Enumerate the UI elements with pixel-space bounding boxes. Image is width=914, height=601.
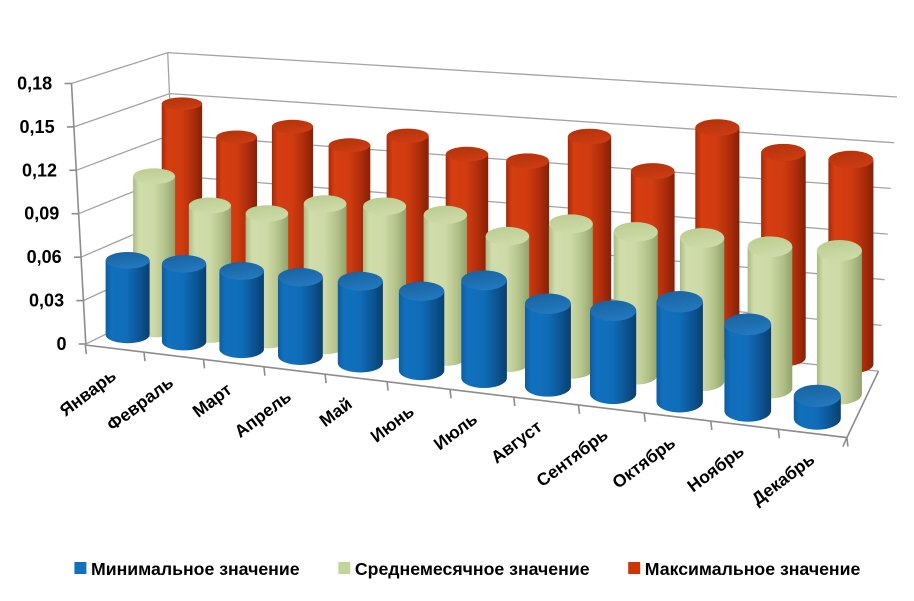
svg-text:Максимальное значение: Максимальное значение [645,559,861,579]
svg-text:Среднемесячное значение: Среднемесячное значение [355,559,590,579]
svg-text:0,12: 0,12 [22,160,57,180]
svg-text:0,18: 0,18 [17,74,52,94]
svg-text:0,09: 0,09 [24,204,59,224]
svg-text:Минимальное значение: Минимальное значение [91,559,300,579]
svg-text:0,15: 0,15 [20,117,55,137]
svg-text:0: 0 [56,334,66,354]
svg-text:0,06: 0,06 [27,247,62,267]
svg-text:0,03: 0,03 [29,291,64,311]
